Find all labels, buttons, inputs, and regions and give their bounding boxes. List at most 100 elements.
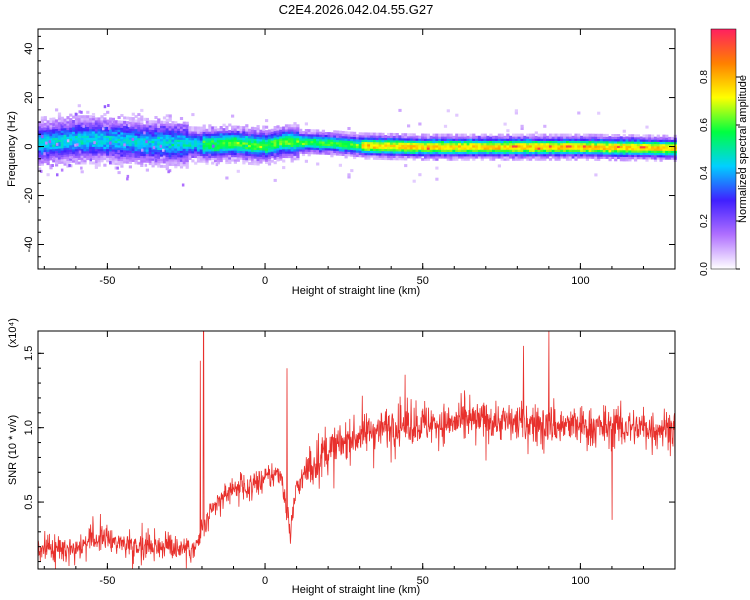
spectrogram-cell <box>546 138 550 141</box>
spectrogram-cell <box>174 138 178 142</box>
spectrogram-cell <box>145 153 149 157</box>
spectrogram-cell <box>188 141 192 145</box>
spectrogram-cell <box>134 161 138 165</box>
spectrogram-cell <box>196 150 201 154</box>
spectrogram-cell <box>367 150 371 154</box>
spectrogram-cell <box>418 142 422 146</box>
spectrogram-cell <box>466 140 470 144</box>
spectrogram-cell <box>57 139 62 142</box>
spectrogram-cell <box>477 135 482 139</box>
spectrogram-cell <box>497 140 501 144</box>
spectrogram-cell <box>49 122 53 126</box>
spectrogram-cell <box>301 153 306 157</box>
spectrogram-cell <box>642 136 646 140</box>
spectrogram-cell <box>426 144 430 148</box>
spectrogram-cell <box>236 141 240 145</box>
spectrogram-cell <box>398 150 402 154</box>
spectrogram-cell <box>86 110 90 114</box>
spectrogram-cell <box>168 118 172 122</box>
snr-series-line <box>37 330 676 570</box>
spectrogram-cell <box>429 153 433 157</box>
spectrogram-cell <box>242 152 246 156</box>
spectrogram-cell <box>83 152 87 156</box>
spectrogram-cell <box>330 147 334 151</box>
spectrogram-cell <box>194 144 198 147</box>
spectrogram-cell <box>435 144 439 148</box>
spectrogram-cell <box>216 139 220 143</box>
spectrogram-cell <box>381 132 385 136</box>
spectrogram-cell <box>514 140 518 144</box>
spectrogram-cell <box>463 133 467 137</box>
spectrogram-cell <box>43 116 47 120</box>
spectrogram-cell <box>225 125 229 129</box>
spectrogram-cell <box>109 157 113 161</box>
spectrogram-cell <box>415 155 419 159</box>
spectrogram-cell <box>233 143 237 147</box>
spectrogram-cell <box>367 147 371 151</box>
spectrogram-cell <box>66 120 70 124</box>
spectrogram-cell <box>46 124 50 128</box>
spectrogram-cell <box>69 137 73 141</box>
spectrogram-cell <box>571 138 575 141</box>
spectrogram-cell <box>415 137 419 141</box>
spectrogram-cell <box>66 122 70 126</box>
spectrogram-cell <box>49 126 53 130</box>
spectrogram-cell <box>151 133 155 137</box>
spectrogram-cell <box>568 133 572 137</box>
spectrogram-cell <box>341 137 345 141</box>
spectrogram-cell <box>134 119 138 123</box>
spectrogram-cell <box>273 161 277 165</box>
spectrogram-cell <box>290 146 294 150</box>
spectrogram-cell <box>486 140 490 144</box>
spectrogram-cell <box>301 150 306 154</box>
spectrogram-cell <box>279 155 283 159</box>
spectrogram-cell <box>534 146 538 150</box>
spectrogram-cell <box>273 130 277 134</box>
spectrogram-cell <box>668 143 672 147</box>
spectrogram-cell <box>148 153 152 157</box>
spectrogram-cell <box>372 143 377 147</box>
spectrogram-cell <box>628 138 632 142</box>
spectrogram-cell <box>617 156 621 160</box>
spectrogram-cell <box>126 138 130 142</box>
spectrogram-cell <box>69 140 73 144</box>
spectrogram-cell <box>358 152 362 156</box>
spectrogram-cell <box>398 144 402 148</box>
spectrogram-cell <box>324 134 328 138</box>
spectrogram-cell <box>355 136 360 140</box>
spectrogram-cell <box>489 144 493 148</box>
spectrogram-cell <box>97 161 101 165</box>
spectrogram-cell <box>611 134 615 137</box>
spectrogram-cell <box>83 154 87 158</box>
spectrogram-cell <box>622 156 626 160</box>
spectrogram-cell <box>66 133 70 137</box>
spectrogram-cell <box>293 135 297 139</box>
spectrogram-cell <box>432 138 436 141</box>
spectrogram-cell <box>46 144 50 148</box>
spectrogram-cell <box>245 126 249 130</box>
spectrogram-cell <box>514 157 518 161</box>
spectrogram-cell <box>401 153 405 156</box>
spectrogram-cell <box>148 144 152 148</box>
spectrogram-cell <box>250 159 255 163</box>
spectrogram-cell <box>375 154 379 158</box>
spectrogram-cell <box>157 147 161 150</box>
spectrogram-cell <box>94 117 98 121</box>
spectrogram-cell <box>310 140 314 144</box>
spectrogram-cell <box>179 130 184 134</box>
spectrogram-cell <box>63 158 67 162</box>
spectrogram-cell <box>55 126 59 129</box>
spectrogram-cell <box>594 140 598 144</box>
spectrogram-cell <box>194 128 198 132</box>
spectrogram-cell <box>645 149 649 153</box>
spectrogram-cell <box>284 137 289 141</box>
spectrogram-cell <box>497 135 501 139</box>
spectrogram-cell <box>432 135 436 139</box>
spectrogram-cell <box>174 149 178 153</box>
spectrogram-cell <box>279 126 283 130</box>
spectrogram-cell <box>353 136 357 140</box>
spectrogram-cell <box>455 113 459 117</box>
spectrogram-cell <box>262 125 266 129</box>
spectrogram-cell <box>526 140 530 144</box>
spectrogram-cell <box>293 137 297 141</box>
